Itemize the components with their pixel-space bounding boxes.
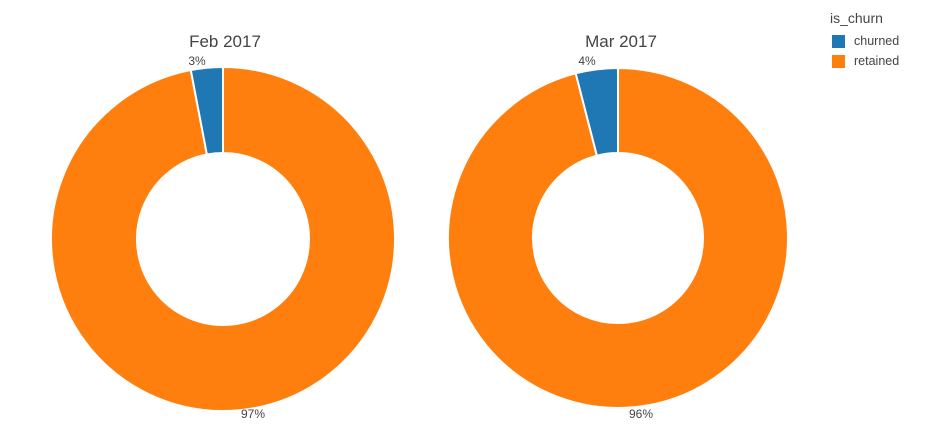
legend-label-retained: retained <box>854 54 900 68</box>
slice-label-feb-retained: 97% <box>240 407 266 421</box>
pie-slice-feb-2017-retained[interactable] <box>50 66 396 412</box>
legend-item-churned[interactable]: churned <box>832 34 899 48</box>
retained-color-swatch <box>832 54 845 68</box>
legend-item-retained[interactable]: retained <box>832 54 899 68</box>
pie-slice-mar-2017-churned[interactable] <box>574 67 619 157</box>
chart-title-feb-2017: Feb 2017 <box>189 32 261 51</box>
slice-label-feb-churned: 3% <box>188 54 206 68</box>
legend: is_churn churned retained <box>830 10 899 74</box>
slice-label-mar-retained: 96% <box>628 407 654 421</box>
pie-slice-feb-2017-churned[interactable] <box>189 66 224 156</box>
churned-color-swatch <box>832 34 845 48</box>
legend-label-churned: churned <box>854 34 900 48</box>
chart-title-mar-2017: Mar 2017 <box>585 32 657 51</box>
legend-title: is_churn <box>830 10 883 26</box>
slice-label-mar-churned: 4% <box>578 54 596 68</box>
pie-slice-mar-2017-retained[interactable] <box>447 67 789 409</box>
